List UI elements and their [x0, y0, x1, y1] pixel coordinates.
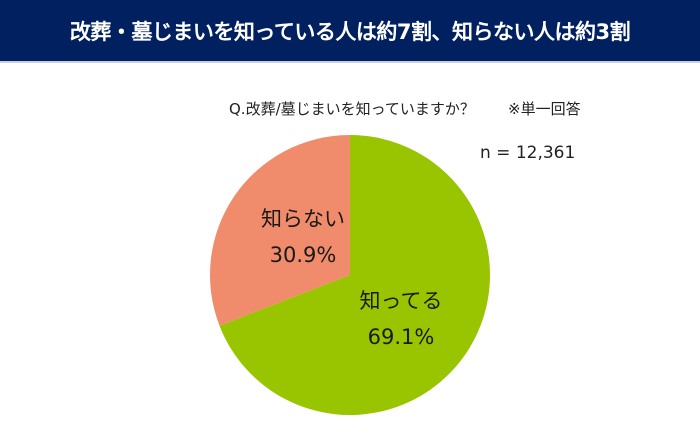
question-text: Q.改葬/墓じまいを知っていますか？	[229, 100, 475, 118]
label-known-pct: 69.1%	[367, 325, 435, 349]
label-unknown-pct: 30.9%	[269, 243, 337, 267]
answer-type-note: ※単一回答	[508, 100, 581, 118]
label-unknown: 知らない 30.9%	[248, 203, 358, 267]
pie-slice-known	[219, 135, 490, 415]
sample-size: n = 12,361	[480, 143, 576, 163]
label-unknown-name: 知らない	[261, 207, 345, 231]
page-title: 改葬・墓じまいを知っている人は約7割、知らない人は約3割	[69, 19, 631, 44]
label-known-name: 知ってる	[359, 289, 443, 313]
title-banner: 改葬・墓じまいを知っている人は約7割、知らない人は約3割	[0, 0, 700, 63]
label-known: 知ってる 69.1%	[346, 285, 456, 349]
pie-slice-unknown	[209, 135, 350, 326]
